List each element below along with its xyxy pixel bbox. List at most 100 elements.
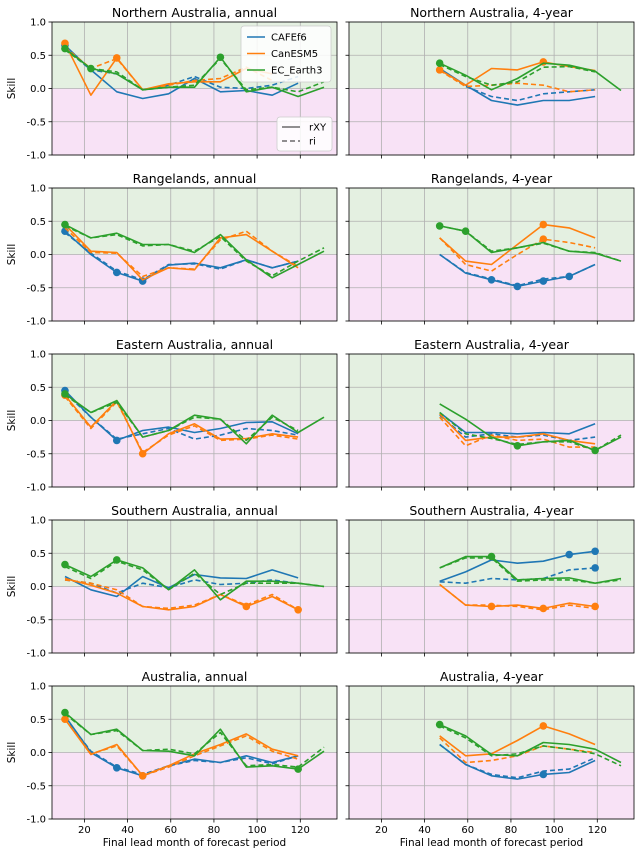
significant-point-CanESM5 (539, 235, 548, 244)
x-tick-label: 60 (164, 825, 177, 836)
y-tick-label: -0.5 (26, 449, 46, 460)
panel-9: Australia, 4-year 20 40 60 80 100 120 Final lea… (345, 669, 635, 849)
y-axis-label: Skill (6, 742, 18, 764)
y-tick-label: -0.5 (26, 615, 46, 626)
panel-4: Eastern Australia, annual 1.0 0.5 0.0 -0.5 -1… (6, 337, 338, 494)
series-CAFEf6-ri (64, 717, 299, 776)
legend-label-CanESM5: CanESM5 (271, 49, 318, 60)
x-tick-label: 120 (588, 825, 607, 836)
series-CanESM5-ri (64, 718, 299, 777)
panel-title: Eastern Australia, annual (116, 337, 273, 352)
significant-point-CanESM5 (539, 604, 548, 613)
model-legend: CAFEf6 CanESM5 EC_Earth3 (240, 25, 332, 83)
legend-label-CAFEf6: CAFEf6 (271, 33, 307, 44)
significant-point-EC_Earth3 (61, 560, 69, 569)
series-EC_Earth3-rXY (64, 393, 325, 445)
series-EC_Earth3-ri (439, 725, 622, 767)
x-tick-label: 100 (545, 825, 564, 836)
significant-point-EC_Earth3 (435, 222, 444, 230)
significant-point-CAFEf6 (591, 564, 599, 572)
series-CAFEf6-rXY (439, 411, 596, 435)
y-tick-label: 0.0 (30, 250, 46, 261)
significant-point-CanESM5 (591, 602, 599, 611)
y-tick-label: 0.5 (30, 715, 46, 726)
series-EC_Earth3-ri (64, 225, 325, 277)
series-CanESM5-ri (64, 227, 299, 278)
x-tick-label: 80 (208, 825, 221, 836)
series-CanESM5-ri (439, 69, 596, 93)
y-tick-label: 0.0 (30, 84, 46, 95)
y-tick-label: -0.5 (26, 781, 46, 792)
y-axis-label: Skill (6, 78, 18, 100)
series-CanESM5-ri (439, 583, 596, 611)
y-tick-label: 0.5 (30, 51, 46, 62)
panel-title: Eastern Australia, 4-year (414, 337, 570, 352)
panel-title: Rangelands, annual (133, 171, 257, 186)
series-CanESM5-ri (439, 416, 596, 448)
series-EC_Earth3-ri (64, 713, 325, 768)
y-tick-label: 0.5 (30, 217, 46, 228)
y-tick-label: 1.0 (30, 516, 46, 527)
panel-6: Southern Australia, annual 1.0 0.5 0.0 -0.5 -… (6, 503, 338, 660)
legend-label-ri: ri (309, 137, 316, 148)
x-tick-label: 120 (291, 825, 310, 836)
series-EC_Earth3-ri (64, 394, 299, 442)
legend-label-EC_Earth3: EC_Earth3 (271, 66, 322, 77)
panel-title: Northern Australia, 4-year (410, 5, 574, 20)
series-CAFEf6-rXY (64, 230, 299, 282)
significant-point-CAFEf6 (565, 550, 574, 559)
significant-point-CanESM5 (539, 220, 548, 229)
x-tick-label: 40 (418, 825, 431, 836)
panel-title: Australia, 4-year (440, 669, 544, 684)
x-axis-label: Final lead month of forecast period (103, 837, 286, 849)
x-tick-label: 20 (375, 825, 388, 836)
series-CAFEf6-ri (439, 67, 596, 102)
significant-point-CAFEf6 (112, 268, 121, 277)
significant-point-EC_Earth3 (216, 53, 225, 62)
series-CAFEf6-ri (439, 743, 596, 779)
x-tick-label: 100 (248, 825, 267, 836)
series-CanESM5-ri (64, 396, 299, 454)
y-tick-label: 0.5 (30, 383, 46, 394)
y-tick-label: 1.0 (30, 184, 46, 195)
panel-title: Australia, annual (142, 669, 248, 684)
series-CanESM5-ri (64, 46, 273, 91)
significant-point-CanESM5 (294, 605, 302, 614)
series-CAFEf6-ri (439, 567, 596, 585)
x-tick-label: 40 (121, 825, 134, 836)
significant-point-EC_Earth3 (591, 446, 599, 455)
series-CAFEf6-ri (64, 47, 299, 91)
panel-1: Northern Australia, 4-year (345, 5, 635, 159)
significant-point-CanESM5 (487, 602, 496, 611)
panel-3: Rangelands, 4-year (345, 171, 635, 325)
series-EC_Earth3-ri (64, 560, 325, 596)
y-tick-label: -1.0 (26, 649, 46, 660)
series-CanESM5-rXY (64, 577, 299, 611)
y-tick-label: -1.0 (26, 483, 46, 494)
x-axis-label: Final lead month of forecast period (400, 837, 583, 849)
y-tick-label: -0.5 (26, 283, 46, 294)
y-tick-label: 1.0 (30, 682, 46, 693)
series-EC_Earth3-ri (439, 411, 622, 452)
series-EC_Earth3-ri (439, 225, 622, 262)
panel-5: Eastern Australia, 4-year (345, 337, 635, 491)
significant-point-CanESM5 (539, 722, 548, 730)
y-tick-label: 1.0 (30, 350, 46, 361)
y-tick-label: -1.0 (26, 151, 46, 162)
panel-2: Rangelands, annual 1.0 0.5 0.0 -0.5 -1.0 Skill (6, 171, 338, 328)
significant-point-EC_Earth3 (294, 765, 302, 773)
x-tick-label: 60 (461, 825, 474, 836)
series-CanESM5-ri (64, 579, 299, 611)
series-EC_Earth3-rXY (64, 711, 325, 770)
x-tick-label: 80 (505, 825, 518, 836)
panel-title: Northern Australia, annual (112, 5, 277, 20)
y-axis-label: Skill (6, 410, 18, 432)
series-CanESM5-rXY (64, 394, 299, 455)
legend-label-rXY: rXY (309, 123, 327, 134)
series-CanESM5-rXY (439, 725, 596, 757)
y-tick-label: 0.0 (30, 582, 46, 593)
significant-point-CAFEf6 (539, 770, 548, 779)
y-tick-label: -1.0 (26, 317, 46, 328)
series-EC_Earth3-rXY (64, 47, 325, 98)
